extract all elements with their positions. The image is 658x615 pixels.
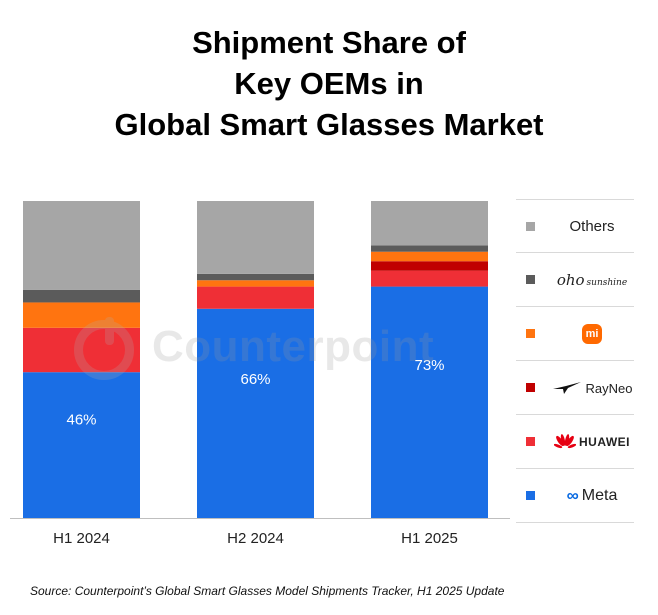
x-tick-label-h2-2024: H2 2024 — [227, 530, 284, 547]
legend: Others oho sunshine mi RayNeo — [516, 199, 634, 523]
bar-segment-oho-sunshine-h1-2024 — [23, 289, 140, 303]
data-label-h2-2024: 66% — [240, 371, 270, 388]
legend-swatch-others — [526, 222, 535, 231]
x-tick-label-h1-2024: H1 2024 — [53, 530, 110, 547]
legend-swatch-huawei — [526, 437, 535, 446]
meta-logo: ∞ Meta — [566, 486, 618, 505]
huawei-petal-icon — [554, 434, 576, 449]
bar-segment-xiaomi-h2-2024 — [197, 280, 314, 287]
chart-title: Shipment Share of Key OEMs in Global Sma… — [0, 22, 658, 145]
data-label-h1-2024: 46% — [66, 412, 96, 429]
legend-item-oho: oho sunshine — [516, 253, 634, 307]
chart-title-line-3: Global Smart Glasses Market — [114, 107, 544, 142]
legend-swatch-xiaomi — [526, 329, 535, 338]
rayneo-logo: RayNeo — [552, 381, 632, 396]
bar-segment-huawei-h1-2025 — [371, 270, 488, 287]
bar-segment-others-h1-2025 — [371, 201, 488, 246]
bar-segment-xiaomi-h1-2025 — [371, 251, 488, 262]
legend-item-huawei: HUAWEI — [516, 415, 634, 469]
legend-item-rayneo: RayNeo — [516, 361, 634, 415]
chart-title-line-1: Shipment Share of — [192, 25, 466, 60]
bar-segment-huawei-h1-2024 — [23, 327, 140, 373]
bar-segment-others-h1-2024 — [23, 201, 140, 290]
bar-segment-oho-sunshine-h1-2025 — [371, 245, 488, 252]
bar-segment-oho-sunshine-h2-2024 — [197, 273, 314, 281]
meta-infinity-icon: ∞ — [566, 486, 579, 505]
bar-segment-huawei-h2-2024 — [197, 286, 314, 309]
data-label-h1-2025: 73% — [414, 357, 444, 374]
legend-label-others: Others — [569, 218, 615, 235]
huawei-logo: HUAWEI — [554, 434, 630, 450]
bar-segment-others-h2-2024 — [197, 201, 314, 274]
bar-segment-xiaomi-h1-2024 — [23, 302, 140, 328]
bar-segment-rayneo-h1-2025 — [371, 261, 488, 271]
legend-item-others: Others — [516, 199, 634, 253]
legend-item-meta: ∞ Meta — [516, 469, 634, 523]
rayneo-bird-icon — [552, 382, 581, 394]
source-note: Source: Counterpoint’s Global Smart Glas… — [30, 584, 505, 598]
chart-title-line-2: Key OEMs in — [234, 66, 424, 101]
legend-swatch-oho — [526, 275, 535, 284]
legend-swatch-meta — [526, 491, 535, 500]
xiaomi-logo-icon: mi — [582, 324, 602, 344]
bar-segment-meta-h1-2025 — [371, 286, 488, 518]
bar-segment-meta-h1-2024 — [23, 372, 140, 518]
legend-item-xiaomi: mi — [516, 307, 634, 361]
bar-segment-meta-h2-2024 — [197, 308, 314, 518]
legend-swatch-rayneo — [526, 383, 535, 392]
x-tick-label-h1-2025: H1 2025 — [401, 530, 458, 547]
oho-sunshine-logo: oho sunshine — [556, 271, 628, 289]
